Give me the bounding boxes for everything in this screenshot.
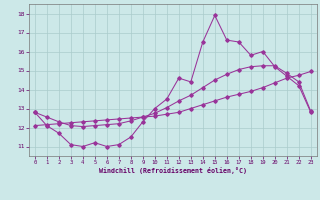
X-axis label: Windchill (Refroidissement éolien,°C): Windchill (Refroidissement éolien,°C) [99,167,247,174]
